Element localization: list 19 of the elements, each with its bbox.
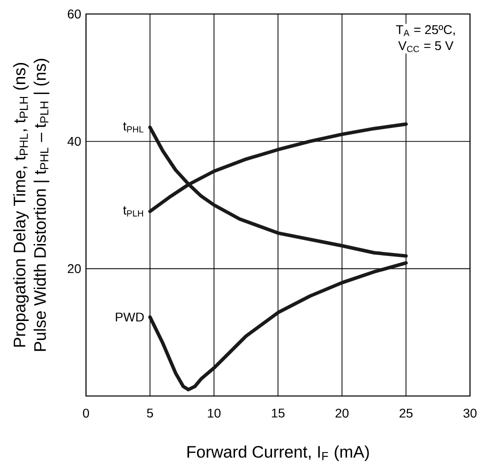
x-tick-label: 30 bbox=[463, 408, 477, 418]
series-label: t$_{PHL}$ bbox=[123, 122, 144, 132]
line-series bbox=[148, 261, 408, 392]
y-tick-label: 20 bbox=[68, 264, 81, 274]
annotation: V$_{CC}$ = 5 V bbox=[398, 41, 454, 52]
annotation: T$_{A}$ = 25ºC, bbox=[396, 25, 455, 36]
x-tick-label: 0 bbox=[82, 408, 90, 418]
y-axis-title: Propagation Delay Time, t$_{PHL}$, t$_{PLH}$ (ns) bbox=[13, 63, 29, 347]
x-axis-title: Forward Current, I$_{F}$ (mA) bbox=[187, 445, 369, 462]
text: Pulse Width Distortion | t$_{PHL}$ – t$_{PLH}$ | (ns) bbox=[34, 58, 50, 351]
x-tick-label: 20 bbox=[336, 408, 349, 418]
x-tick-label: 5 bbox=[146, 408, 154, 418]
y-tick-label: 60 bbox=[68, 10, 81, 18]
series-label: PWD bbox=[116, 312, 144, 322]
x-tick-label: 10 bbox=[208, 408, 221, 418]
series-label: t$_{PLH}$ bbox=[123, 206, 144, 216]
y-tick-label: 40 bbox=[67, 136, 81, 146]
x-tick-label: 15 bbox=[272, 408, 285, 418]
x-tick-label: 25 bbox=[400, 408, 413, 418]
